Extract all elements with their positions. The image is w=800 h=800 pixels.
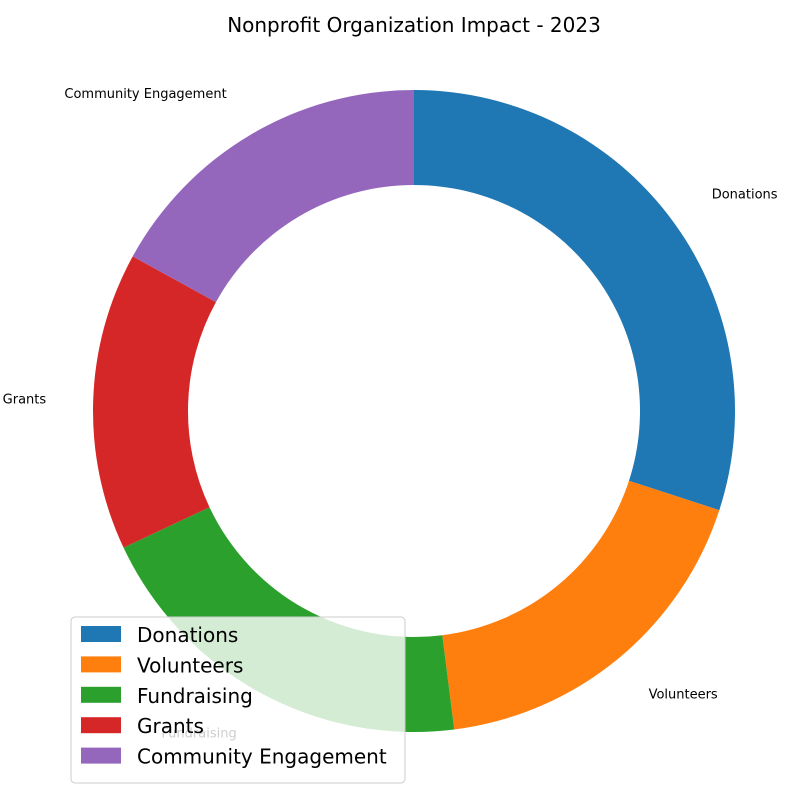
legend-box <box>70 616 406 784</box>
slice-label-volunteers: Volunteers <box>649 688 718 703</box>
slice-donations <box>414 90 735 511</box>
legend-label-community-engagement: Community Engagement <box>137 745 387 769</box>
slice-volunteers <box>442 480 720 730</box>
slice-label-donations: Donations <box>712 188 778 203</box>
legend-label-donations: Donations <box>137 623 238 647</box>
legend-label-grants: Grants <box>137 714 204 738</box>
legend-swatch-volunteers <box>81 656 121 673</box>
legend-swatch-donations <box>81 626 121 642</box>
slice-community-engagement <box>132 90 414 303</box>
legend-label-volunteers: Volunteers <box>137 653 243 677</box>
legend-swatch-grants <box>81 717 121 734</box>
legend-swatch-fundraising <box>81 686 121 703</box>
legend-label-fundraising: Fundraising <box>137 684 253 708</box>
legend: Donations Volunteers Fundraising Grants Comm… <box>70 616 406 784</box>
legend-swatch-community-engagement <box>81 747 121 764</box>
slice-grants <box>92 256 216 548</box>
slice-label-community-engagement: Community Engagement <box>64 87 226 102</box>
chart-title: Nonprofit Organization Impact - 2023 <box>227 13 601 37</box>
slice-label-grants: Grants <box>3 392 47 407</box>
